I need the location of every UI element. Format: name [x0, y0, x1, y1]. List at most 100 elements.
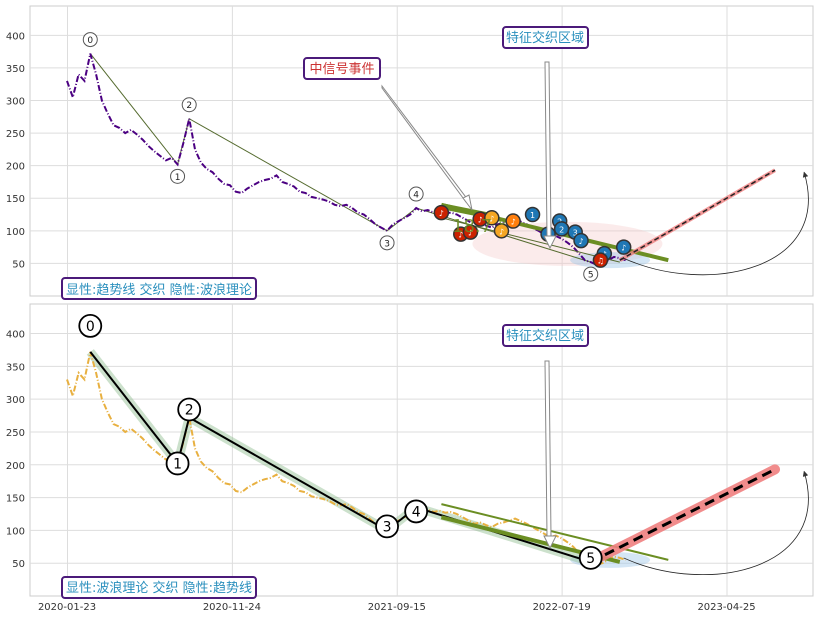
- legend-top-box: [61, 277, 257, 300]
- x-tick-label: 2020-11-24: [203, 602, 261, 613]
- wave-point-label: 3: [383, 519, 392, 535]
- y-tick-label: 350: [6, 362, 25, 373]
- arc-curve: [623, 171, 809, 276]
- signal-callout-arrowhead: [462, 194, 473, 211]
- wave-point-label: 1: [173, 456, 182, 472]
- signal-marker-glyph: ♪: [439, 209, 444, 218]
- y-tick-label: 50: [12, 559, 25, 570]
- x-ticks: 2020-01-23 2020-11-24 2021-09-15 2022-07-19…: [38, 602, 756, 613]
- projection-line: [590, 468, 776, 564]
- top-grid: [30, 6, 813, 296]
- y-tick-label: 200: [6, 162, 25, 173]
- signal-marker-glyph: ♪: [578, 237, 583, 246]
- signal-marker: [592, 252, 609, 268]
- trend-line-upper: [441, 503, 669, 561]
- signal-marker-glyph: ♪: [499, 227, 504, 236]
- y-tick-label: 100: [6, 227, 25, 238]
- wave-point-label: 2: [186, 101, 192, 111]
- signal-marker: [433, 204, 450, 221]
- zone-callout-top: 特征交织区域: [502, 26, 589, 49]
- wave-point-label: 0: [86, 319, 95, 335]
- signal-marker-glyph: ♪: [468, 229, 473, 238]
- zone-callout-top-box: [502, 26, 589, 49]
- x-tick-label: 2023-04-25: [697, 602, 755, 613]
- price-line: [66, 53, 626, 266]
- wave-point-label: 1: [175, 173, 181, 183]
- wave-point-circle: [170, 168, 186, 184]
- wave-point-circle: [379, 235, 395, 251]
- signal-marker-glyph: ♪: [489, 214, 494, 223]
- wave-point-label: 5: [588, 271, 594, 281]
- y-tick-label: 150: [6, 494, 25, 505]
- y-tick-label: 400: [6, 31, 25, 42]
- signal-marker: [573, 232, 589, 249]
- signal-marker-glyph: ♪: [458, 231, 463, 240]
- y-tick-label: 300: [6, 96, 25, 107]
- y-tick-label: 50: [12, 259, 25, 270]
- legend-bottom-box: [61, 576, 257, 599]
- signal-marker-glyph: ♪: [511, 218, 516, 227]
- top-plot-frame: [29, 5, 814, 297]
- signal-marker: [615, 239, 632, 255]
- y-tick-label: 200: [6, 461, 25, 472]
- y-tick-label: 250: [6, 428, 25, 439]
- wave-point-label: 2: [185, 403, 194, 419]
- wave-point-circle: [408, 186, 424, 202]
- x-tick-label: 2021-09-15: [368, 602, 426, 613]
- angle-label: 18.7 °: [452, 216, 507, 237]
- signal-marker-glyph: 2: [559, 225, 564, 234]
- bottom-panel: 50 100 150 200 250 300 350 400 0 1 2 3 4 5 特征交织区域 显性…: [6, 303, 814, 599]
- price-line: [66, 351, 626, 566]
- signal-marker-glyph: ♫: [597, 257, 604, 266]
- signal-marker: [462, 224, 479, 240]
- y-tick-label: 400: [6, 330, 25, 341]
- zone-callout-bottom-label: 特征交织区域: [506, 328, 584, 344]
- bottom-plot-frame: [29, 303, 814, 597]
- signal-marker: [484, 210, 500, 226]
- signal-marker: [505, 213, 521, 229]
- wave-point-label: 0: [87, 36, 93, 46]
- wave-point-circle: [177, 397, 202, 422]
- signal-callout-label: 中信号事件: [309, 62, 374, 77]
- wave-point-circle: [375, 514, 399, 539]
- signal-marker-glyph: ♪: [621, 244, 626, 253]
- wave-point-label: 4: [413, 191, 419, 201]
- top-y-ticks: 50 100 150 200 250 300 350 400: [6, 31, 25, 270]
- projection-line: [619, 169, 776, 261]
- bottom-y-ticks: 50 100 150 200 250 300 350 400: [6, 330, 25, 571]
- signal-marker-glyph: ♪: [478, 216, 483, 225]
- signal-callout: 中信号事件: [303, 57, 381, 80]
- wave-point-label: 5: [586, 551, 595, 567]
- wave-point-circle: [82, 32, 98, 48]
- wave-point-circle: [404, 499, 429, 524]
- wave-point-label: 3: [384, 239, 390, 249]
- wave-point-circle: [78, 314, 103, 338]
- wave-point-label: 4: [412, 504, 421, 520]
- zone-callout-bottom: 特征交织区域: [502, 324, 589, 347]
- wave-point-circle: [583, 266, 599, 282]
- signal-marker-glyph: 3: [573, 229, 578, 238]
- zone-callout-arrowhead-top: [543, 235, 557, 250]
- legend-top: 显性:趋势线 交织 隐性:波浪理论: [61, 277, 257, 300]
- legend-bottom: 显性:波浪理论 交织 隐性:趋势线: [61, 576, 257, 599]
- signal-marker: [493, 223, 510, 239]
- y-tick-label: 300: [6, 395, 25, 406]
- y-tick-label: 250: [6, 129, 25, 140]
- y-tick-label: 100: [6, 526, 25, 537]
- wave-point-circle: [578, 545, 603, 570]
- wave-point-circle: [181, 97, 197, 113]
- zone-callout-top-label: 特征交织区域: [506, 30, 584, 46]
- y-tick-label: 150: [6, 194, 25, 205]
- y-tick-label: 350: [6, 64, 25, 75]
- x-tick-label: 2022-07-19: [533, 602, 591, 613]
- x-tick-label: 2020-01-23: [38, 602, 96, 613]
- bottom-content: 0 1 2 3 4 5: [66, 314, 809, 576]
- signal-marker-glyph: 1: [530, 211, 535, 220]
- arc-curve: [623, 470, 809, 576]
- zone-callout-bottom-box: [502, 324, 589, 347]
- legend-bottom-label: 显性:波浪理论 交织 隐性:趋势线: [66, 580, 252, 596]
